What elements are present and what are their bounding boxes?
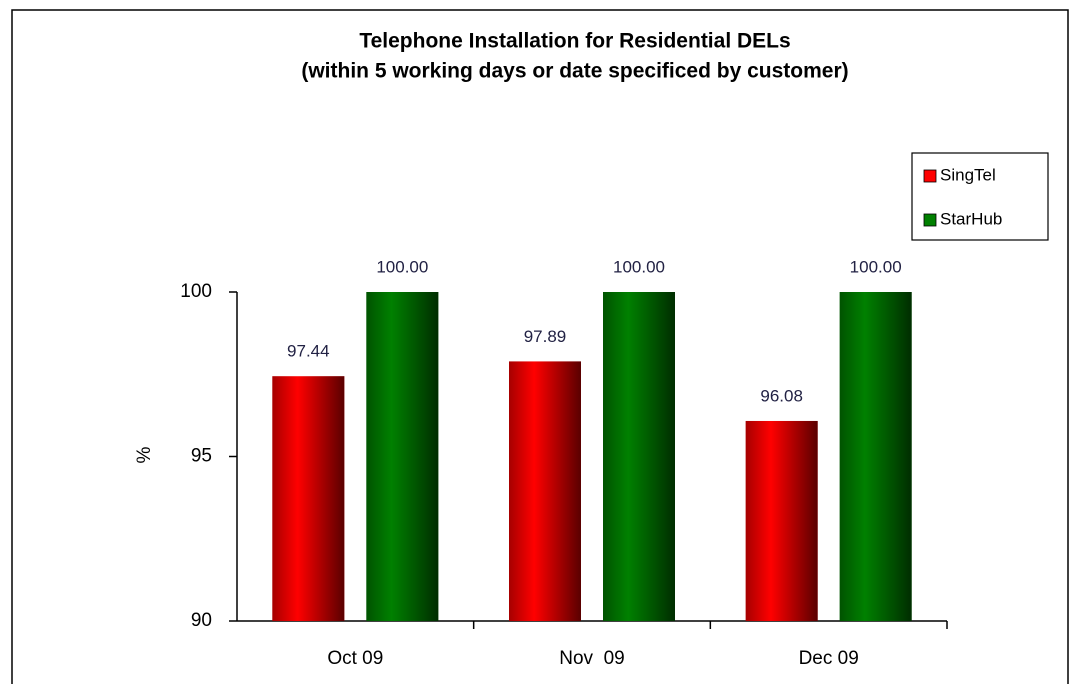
x-tick-label: Nov 09: [559, 648, 624, 669]
x-tick-label: Dec 09: [799, 648, 859, 669]
x-tick-label: Oct 09: [327, 648, 383, 669]
data-label: 100.00: [376, 257, 428, 276]
bar: [366, 292, 439, 621]
legend-label: StarHub: [940, 209, 1002, 228]
legend-swatch: [923, 213, 937, 227]
chart-subtitle: (within 5 working days or date specifice…: [301, 60, 848, 83]
y-tick-label: 90: [191, 610, 212, 631]
bar: [745, 420, 818, 621]
bar: [272, 376, 345, 621]
y-axis-label: %: [134, 446, 155, 463]
y-tick-label: 95: [191, 446, 212, 467]
data-label: 96.08: [760, 386, 803, 405]
legend-swatch: [923, 169, 937, 183]
y-tick-label: 100: [180, 281, 212, 302]
chart-title: Telephone Installation for Residential D…: [359, 30, 790, 53]
data-label: 100.00: [850, 257, 902, 276]
bar: [509, 361, 581, 621]
data-label: 97.89: [524, 327, 567, 346]
data-label: 100.00: [613, 257, 665, 276]
legend-label: SingTel: [940, 165, 996, 184]
data-label: 97.44: [287, 342, 330, 361]
bar: [839, 292, 912, 621]
bar: [603, 292, 675, 621]
